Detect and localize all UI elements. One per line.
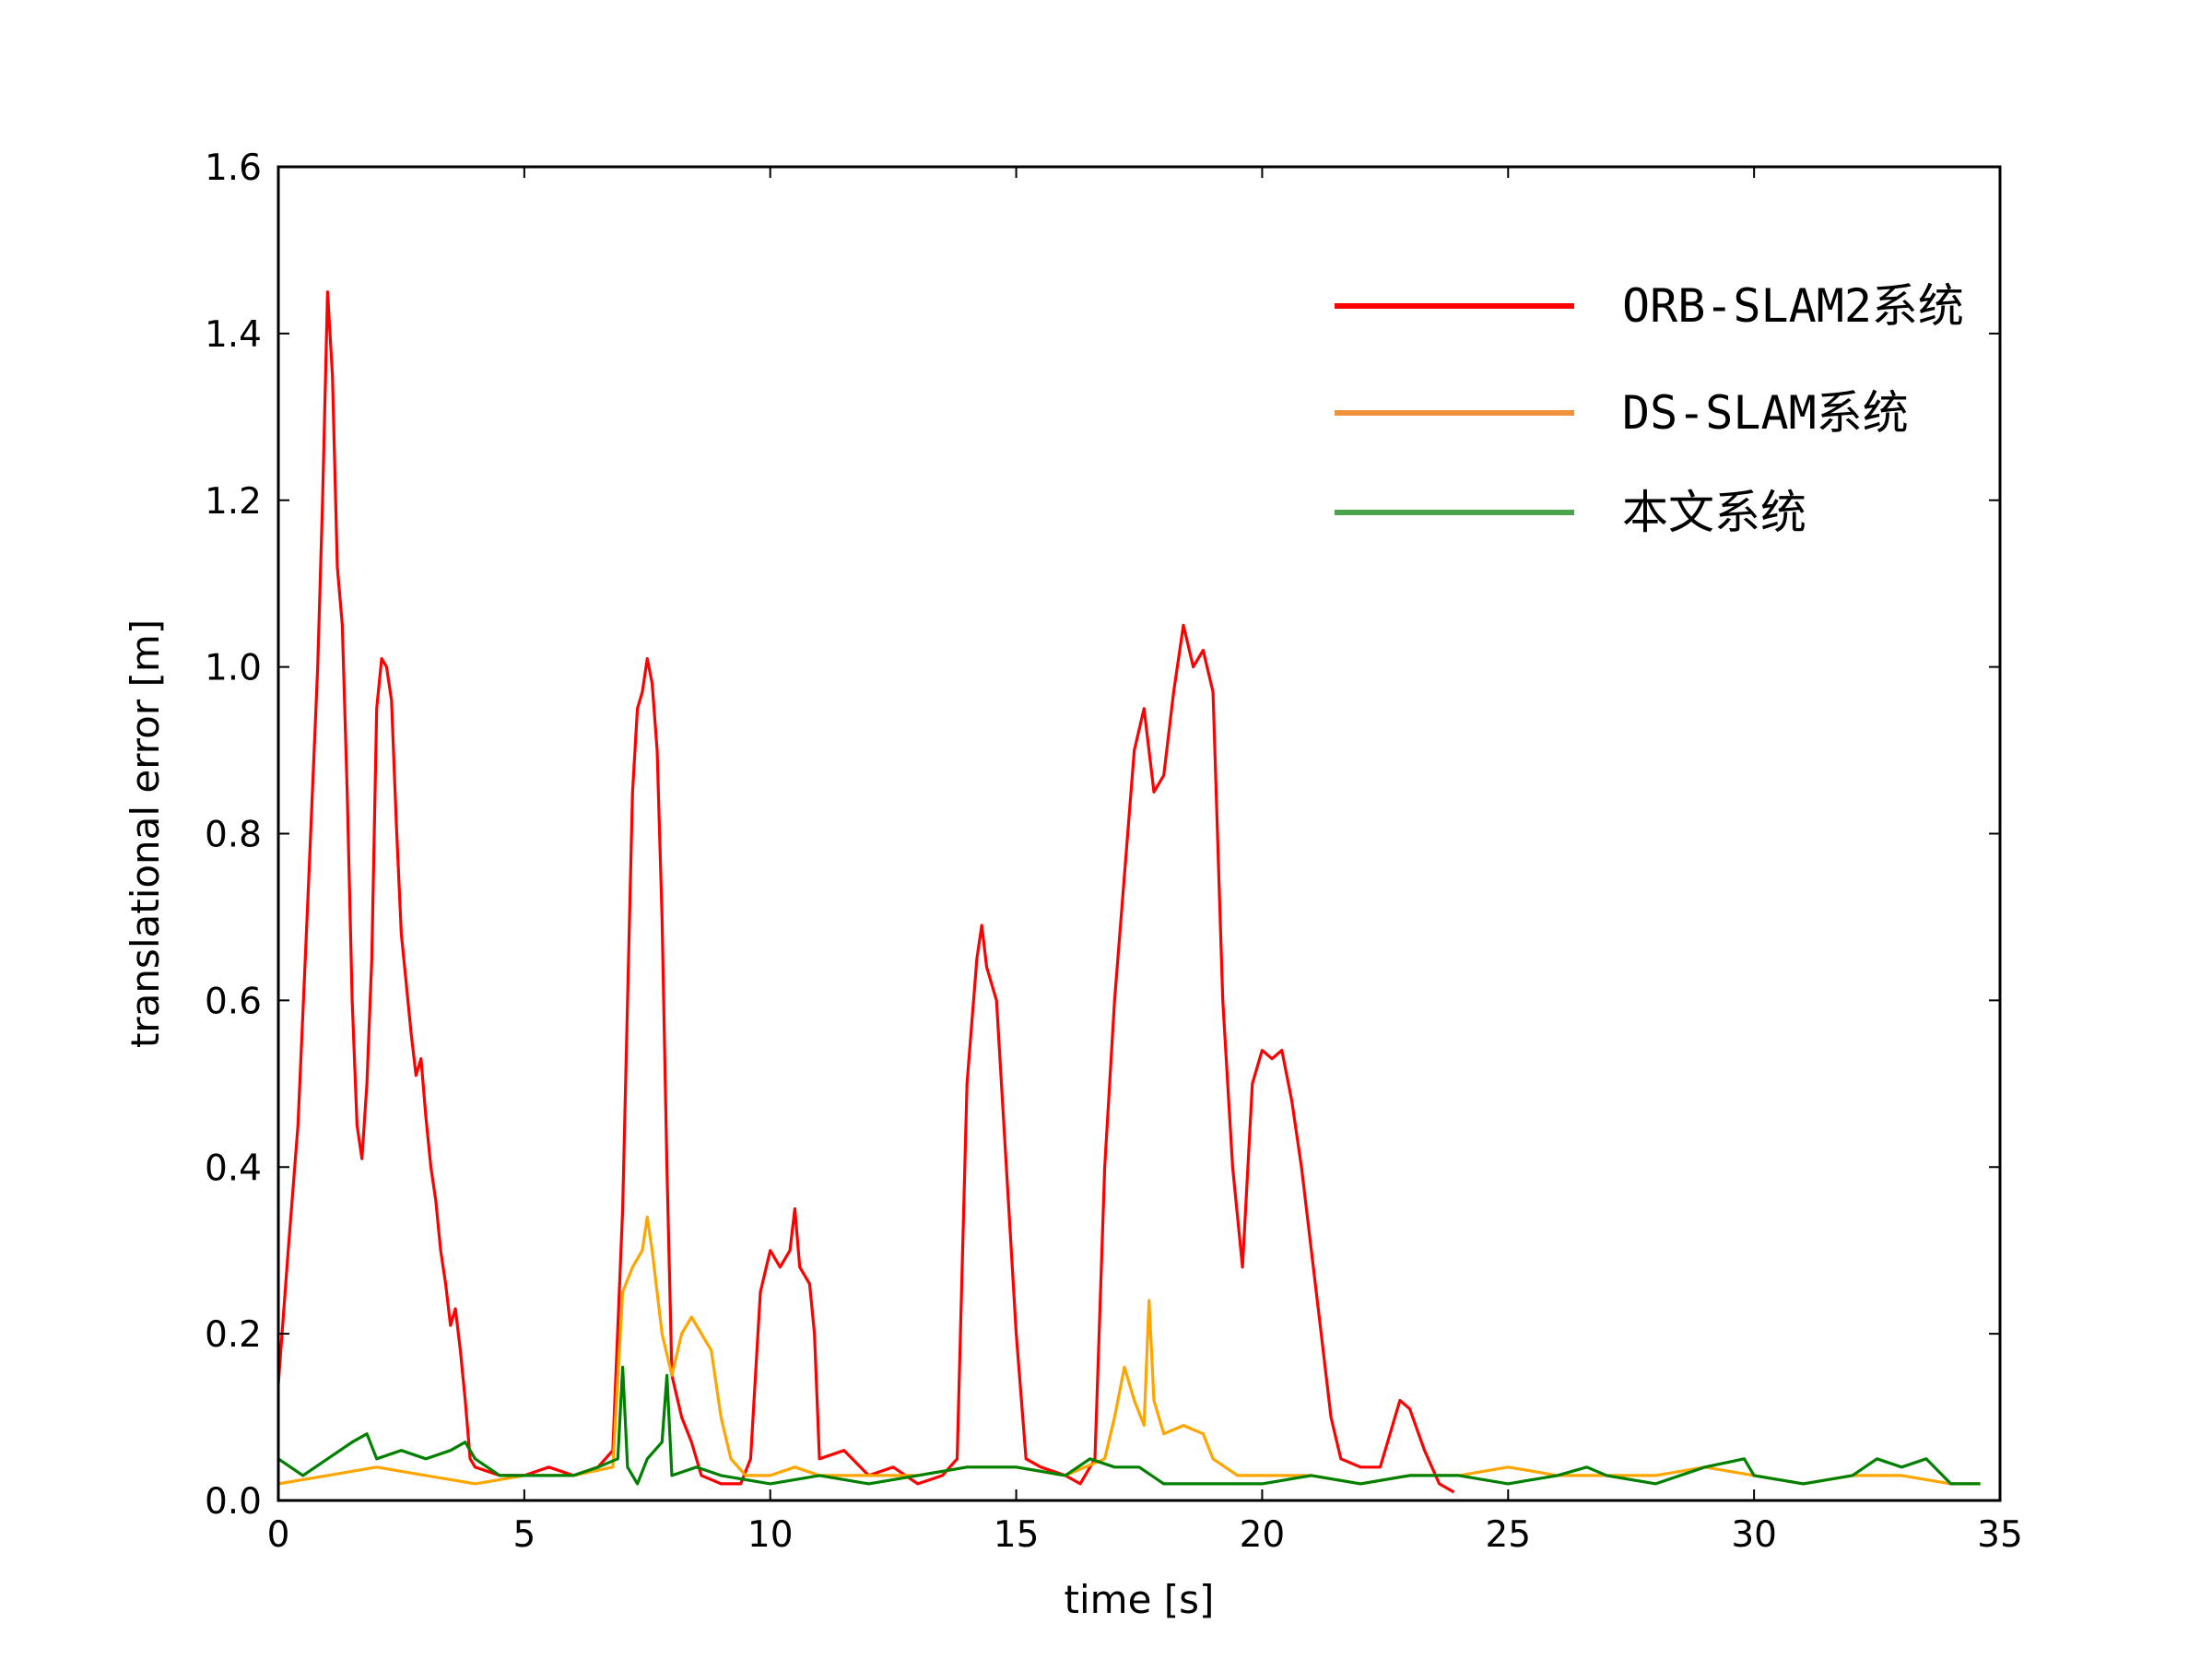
y-axis-label: translational error [m] bbox=[123, 619, 168, 1048]
y-tick-label: 0.0 bbox=[205, 1481, 262, 1523]
x-tick-label: 15 bbox=[994, 1514, 1040, 1556]
y-tick-label: 0.6 bbox=[205, 981, 262, 1022]
ticks-layer: 0 5 10 15 20 25 30 35 0.0 0.2 0.4 0.6 0.8 1.0 1.2 1.4 1.… bbox=[205, 147, 2023, 1556]
y-tick-label: 1.2 bbox=[205, 481, 262, 523]
legend-label-1: ORB-SLAM2系统 bbox=[1622, 279, 1964, 333]
x-tick-label: 0 bbox=[267, 1514, 290, 1556]
x-tick-label: 20 bbox=[1240, 1514, 1286, 1556]
y-tick-label: 1.4 bbox=[205, 314, 262, 356]
x-axis-label: time [s] bbox=[1065, 1577, 1215, 1622]
y-tick-label: 0.2 bbox=[205, 1314, 262, 1356]
legend-label-2: DS-SLAM系统 bbox=[1622, 386, 1909, 440]
legend-label-3: 本文系统 bbox=[1622, 486, 1806, 539]
series-line-1 bbox=[278, 292, 1454, 1492]
series-layer bbox=[278, 292, 1981, 1492]
y-tick-label: 1.0 bbox=[205, 648, 262, 689]
y-tick-label: 1.6 bbox=[205, 147, 262, 189]
series-line-2 bbox=[278, 1218, 1981, 1484]
y-tick-label: 0.4 bbox=[205, 1147, 262, 1189]
x-tick-label: 35 bbox=[1977, 1514, 2023, 1556]
plot-frame bbox=[278, 167, 2000, 1500]
x-tick-label: 10 bbox=[747, 1514, 794, 1556]
x-tick-label: 5 bbox=[512, 1514, 535, 1556]
x-tick-label: 25 bbox=[1485, 1514, 1531, 1556]
y-tick-label: 0.8 bbox=[205, 815, 262, 856]
x-tick-label: 30 bbox=[1731, 1514, 1777, 1556]
